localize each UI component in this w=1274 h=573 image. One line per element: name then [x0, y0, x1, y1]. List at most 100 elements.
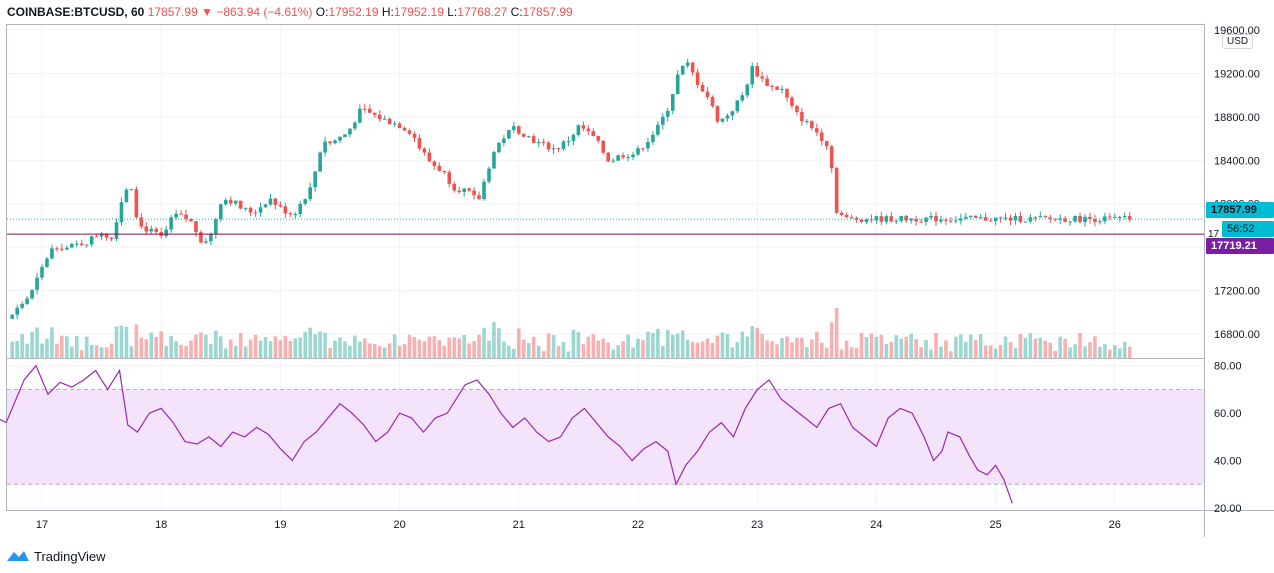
- candle-body: [20, 303, 24, 308]
- volume-bar: [959, 334, 963, 358]
- candle-body: [829, 146, 834, 169]
- candle-body: [1038, 216, 1043, 218]
- change-arrow: ▼: [201, 5, 213, 19]
- volume-bar: [983, 345, 988, 358]
- candle-body: [755, 66, 759, 77]
- volume-bar: [144, 339, 149, 358]
- volume-bar: [661, 346, 665, 358]
- volume-bar: [353, 335, 357, 358]
- candle-body: [60, 248, 64, 250]
- candle-body: [377, 114, 382, 120]
- volume-bar: [586, 336, 591, 358]
- volume-bar: [839, 349, 844, 358]
- price-tick-label: 16800.00: [1214, 329, 1260, 341]
- candle-body: [1108, 216, 1112, 218]
- time-tick-label: 22: [632, 519, 644, 531]
- volume-bar: [576, 332, 581, 358]
- volume-bar: [725, 334, 730, 358]
- candle-body: [725, 115, 730, 119]
- candle-body: [954, 220, 958, 222]
- volume-bar: [288, 341, 293, 358]
- volume-bar: [149, 332, 154, 358]
- volume-bar: [30, 331, 34, 358]
- volume-bar: [561, 342, 566, 358]
- candle-body: [134, 189, 139, 218]
- candle-body: [740, 95, 745, 101]
- candle-body: [1043, 216, 1048, 218]
- volume-bar: [720, 332, 725, 358]
- candle-body: [248, 207, 253, 213]
- candle-body: [462, 188, 466, 192]
- candle-body: [268, 198, 273, 205]
- change-value: −863.94 (−4.61%): [216, 5, 313, 19]
- time-axis[interactable]: 17 18 19 20 21 22 23 24 25 26: [36, 519, 1121, 531]
- candle-body: [263, 204, 268, 208]
- volume-bar: [457, 338, 461, 358]
- candle-body: [293, 214, 298, 216]
- tradingview-logo[interactable]: TradingView: [6, 546, 106, 566]
- symbol-label[interactable]: COINBASE:BTCUSD, 60: [7, 5, 145, 19]
- candle-body: [750, 66, 755, 85]
- candle-body: [844, 214, 849, 218]
- volume-bar: [1122, 341, 1127, 358]
- volume-bar: [641, 340, 645, 358]
- candle-body: [879, 216, 884, 222]
- candle-body: [30, 289, 34, 299]
- volume-bar: [1008, 342, 1013, 358]
- candle-body: [492, 152, 496, 169]
- volume-bar: [531, 336, 536, 358]
- volume-bar: [263, 337, 268, 358]
- volume-bar: [998, 345, 1003, 358]
- candle-body: [973, 215, 978, 218]
- volume-bar: [651, 333, 655, 358]
- volume-bar: [626, 334, 630, 358]
- volume-bar: [179, 344, 183, 358]
- volume-bar: [978, 334, 983, 358]
- rsi-indicator: [0, 364, 1013, 504]
- candle-body: [581, 125, 586, 129]
- volume-bar: [631, 347, 635, 358]
- currency-badge[interactable]: USD: [1222, 34, 1254, 49]
- volume-bar: [1028, 333, 1033, 358]
- volume-bar: [919, 347, 923, 358]
- volume-bar: [1003, 336, 1008, 358]
- volume-bar: [1117, 348, 1122, 358]
- candle-body: [780, 88, 784, 90]
- candle-body: [611, 160, 615, 162]
- rsi-axis[interactable]: 20.00 40.00 60.00 80.00: [1214, 361, 1242, 515]
- volume-bar: [219, 336, 223, 358]
- candle-body: [298, 203, 303, 215]
- candle-body: [785, 88, 789, 98]
- volume-bar: [348, 345, 352, 358]
- volume-bar: [318, 331, 322, 358]
- candle-body: [129, 189, 134, 191]
- volume-bar: [387, 343, 392, 358]
- open-label: O:: [315, 5, 329, 19]
- horizontal-line-tag: 17719.21: [1206, 238, 1274, 254]
- volume-bar: [521, 339, 526, 358]
- candle-body: [477, 195, 481, 200]
- price-axis[interactable]: 16800.0017200.0017600.0018000.0018400.00…: [1214, 25, 1260, 341]
- candle-body: [397, 123, 402, 128]
- volume-bar: [209, 343, 213, 358]
- volume-bar: [402, 344, 407, 358]
- volume-bar: [497, 328, 501, 358]
- volume-bar: [790, 342, 794, 358]
- candle-body: [894, 220, 899, 222]
- volume-bar: [670, 334, 675, 358]
- volume-bar: [899, 338, 904, 358]
- volume-bar: [556, 346, 561, 358]
- candle-body: [15, 307, 19, 315]
- volume-bar: [824, 347, 829, 358]
- low-label: L:: [447, 5, 458, 19]
- candle-body: [690, 62, 695, 73]
- volume-bar: [129, 346, 134, 358]
- volume-bar: [571, 329, 576, 358]
- candle-body: [50, 248, 54, 259]
- candle-body: [1093, 219, 1097, 223]
- volume-bar: [164, 345, 168, 358]
- volume-bar: [492, 322, 496, 358]
- volume-bar: [40, 343, 44, 358]
- candle-body: [447, 172, 452, 184]
